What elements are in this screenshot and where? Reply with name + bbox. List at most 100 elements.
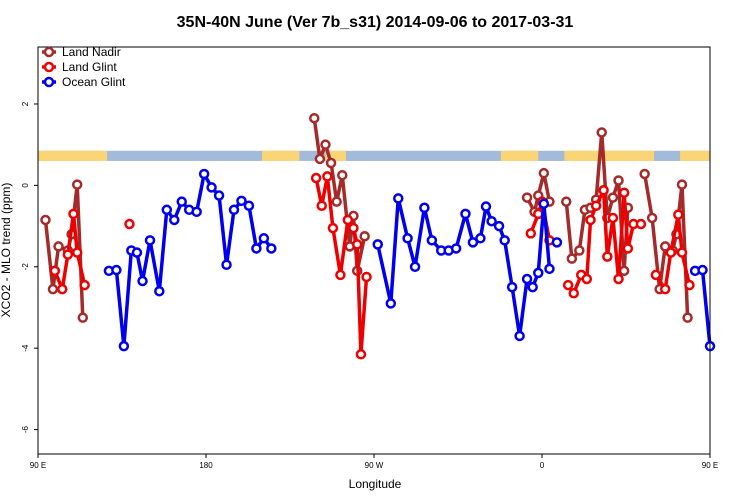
point-0-1-5 [337, 169, 348, 181]
point-1-4-13 [635, 218, 647, 230]
point-2-0-15 [213, 190, 225, 201]
point-1-2-2 [322, 171, 333, 182]
point-0-4-0 [639, 168, 650, 180]
x-tick-label-1: 180 [199, 461, 213, 470]
point-2-0-2 [118, 340, 130, 352]
point-0-0-0 [40, 214, 51, 226]
point-1-2-7 [351, 239, 363, 250]
point-0-2-0 [521, 192, 533, 203]
point-2-1-1 [385, 298, 397, 309]
point-1-2-6 [348, 222, 359, 234]
point-1-4-9 [613, 273, 624, 285]
point-1-0-5 [79, 279, 90, 291]
point-0-3-9 [613, 175, 624, 186]
point-1-2-1 [316, 200, 327, 211]
point-0-3-0 [561, 196, 572, 207]
y-axis-label: XCO2 - MLO trend (ppm) [0, 183, 13, 318]
legend-label-1: Land Glint [62, 60, 117, 74]
series-line-2-1 [376, 196, 552, 338]
point-1-5-5 [684, 279, 695, 291]
band-land-2 [325, 150, 346, 161]
point-2-1-14 [486, 215, 497, 227]
point-2-3-1 [697, 264, 708, 276]
legend-marker-1 [43, 61, 55, 73]
point-2-0-20 [251, 243, 262, 254]
point-1-0-3 [68, 208, 79, 220]
point-2-1-17 [506, 281, 518, 293]
point-0-1-4 [331, 196, 342, 207]
point-2-1-5 [419, 202, 430, 214]
point-1-2-0 [310, 172, 322, 184]
point-2-1-20 [527, 281, 538, 293]
band-land-4 [564, 150, 654, 161]
series-line-2-0 [108, 172, 273, 348]
point-1-2-9 [361, 271, 372, 283]
point-2-1-16 [499, 235, 510, 246]
legend-label-0: Land Nadir [62, 45, 121, 59]
point-2-1-19 [521, 273, 533, 285]
x-tick-label-2: 90 W [365, 461, 384, 470]
point-2-0-4 [131, 247, 143, 258]
point-2-0-13 [198, 168, 210, 180]
point-1-4-8 [607, 212, 619, 224]
plot-frame [37, 46, 711, 455]
point-0-0-6 [77, 312, 89, 323]
point-2-0-7 [154, 285, 165, 297]
point-0-2-3 [538, 167, 550, 179]
point-0-3-6 [596, 127, 607, 138]
point-0-1-9 [359, 231, 370, 242]
point-2-0-10 [176, 196, 187, 207]
point-1-1-0 [124, 218, 135, 230]
point-2-1-3 [402, 233, 413, 244]
point-1-5-4 [676, 247, 688, 258]
series-land-nadir [40, 112, 693, 323]
point-2-1-12 [475, 233, 486, 244]
point-2-1-4 [409, 261, 421, 273]
point-1-4-7 [602, 251, 613, 262]
series-ocean-glint [103, 168, 716, 352]
point-1-4-6 [598, 185, 609, 196]
point-0-4-6 [676, 179, 688, 190]
point-1-0-1 [57, 283, 68, 295]
point-2-0-22 [266, 243, 277, 254]
axes: 90 E 180 90 W 0 90 E 2 0 -2 -4 -6 [21, 101, 718, 470]
point-0-1-0 [309, 112, 320, 124]
point-2-0-12 [191, 206, 202, 218]
land-mask-band [38, 150, 710, 161]
point-0-0-2 [53, 241, 64, 252]
point-2-1-18 [514, 330, 525, 342]
legend-item-0: Land Nadir [42, 45, 121, 59]
point-1-2-3 [327, 222, 339, 234]
point-2-2-0 [551, 237, 563, 248]
series-layer [40, 112, 716, 360]
point-1-4-4 [585, 214, 596, 226]
series-line-2-3 [694, 268, 712, 347]
point-1-4-11 [622, 243, 634, 254]
point-2-1-2 [393, 193, 404, 204]
y-tick-label-2: -2 [21, 263, 30, 271]
point-2-0-9 [169, 214, 180, 226]
x-tick-label-3: 0 [540, 461, 545, 470]
point-2-1-21 [533, 267, 544, 279]
point-2-0-5 [137, 275, 148, 287]
point-1-0-4 [71, 247, 83, 258]
series-line-1-2 [314, 174, 369, 357]
point-2-1-15 [493, 220, 505, 232]
point-2-0-6 [144, 235, 156, 246]
point-1-0-0 [49, 265, 61, 277]
y-tick-label-3: -4 [21, 344, 30, 352]
point-1-4-3 [581, 273, 593, 285]
point-1-5-1 [659, 283, 671, 295]
point-0-1-1 [314, 153, 326, 165]
point-0-4-1 [646, 212, 658, 224]
point-0-4-7 [682, 312, 693, 323]
point-2-0-17 [228, 204, 240, 216]
point-1-0-2 [62, 249, 74, 260]
point-1-5-0 [650, 269, 662, 281]
legend-item-2: Ocean Glint [42, 75, 126, 89]
point-1-4-5 [590, 200, 602, 211]
band-land-0 [38, 150, 108, 161]
point-1-4-0 [562, 279, 574, 291]
point-2-0-18 [236, 195, 247, 207]
